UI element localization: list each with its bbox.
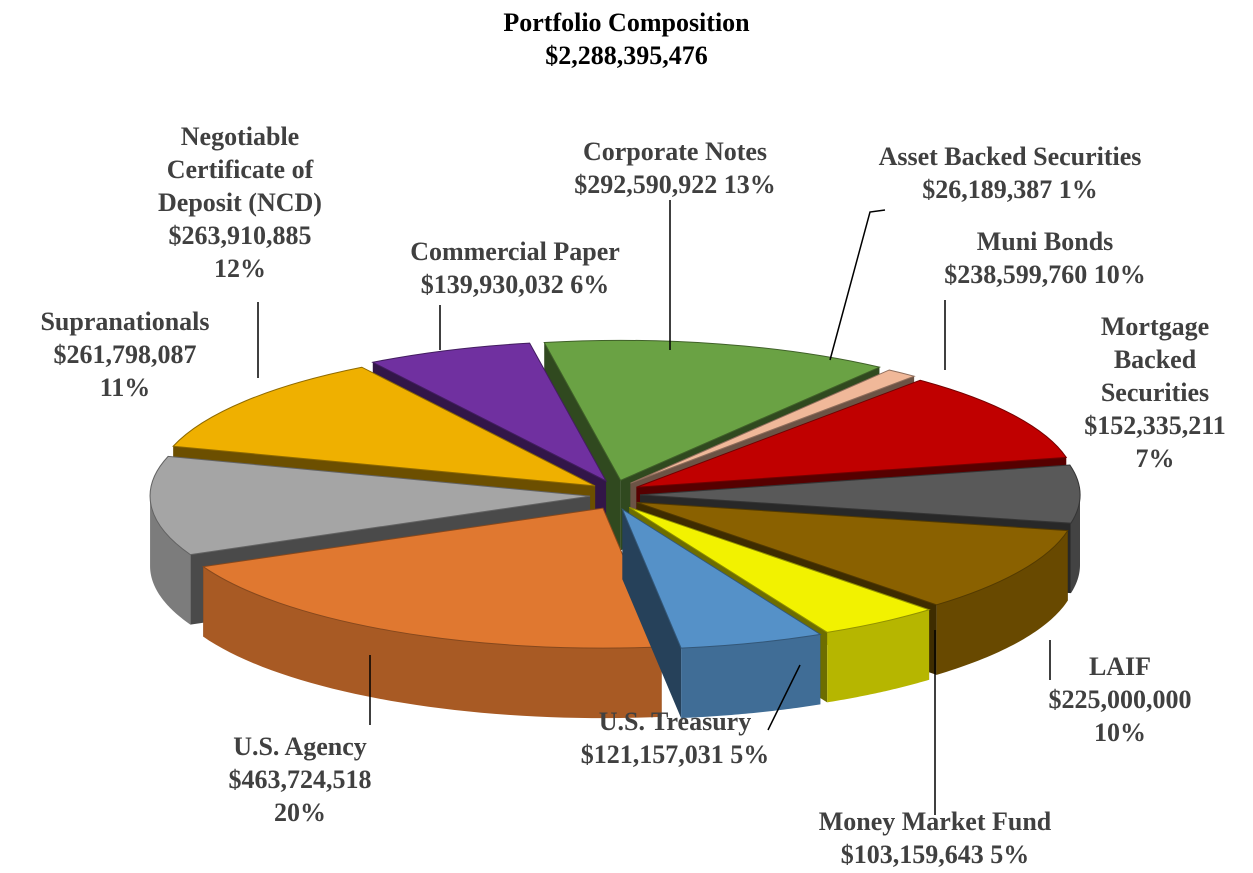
label-name: Supranationals [40, 307, 210, 336]
label-value: $139,930,032 [420, 270, 564, 299]
label-percent: 1% [1058, 175, 1098, 204]
slice [630, 369, 916, 484]
data-label: LAIF $225,000,000 10% [1030, 650, 1210, 749]
label-value: $26,189,387 [922, 175, 1053, 204]
data-label: Commercial Paper $139,930,032 6% [380, 235, 650, 301]
label-percent: 10% [1094, 718, 1146, 747]
slice [172, 366, 596, 487]
slice-wall [681, 634, 821, 719]
label-percent: 10% [1093, 260, 1146, 289]
label-name: Corporate Notes [582, 137, 768, 166]
label-value: $292,590,922 [574, 170, 718, 199]
slice [621, 508, 822, 649]
label-name: Commercial Paper [410, 237, 620, 266]
slice-side [622, 509, 682, 719]
slice-wall [150, 496, 191, 625]
label-value: $238,599,760 [944, 260, 1088, 289]
label-value: $152,335,211 [1084, 411, 1226, 440]
data-label: Negotiable Certificate of Deposit (NCD) $… [145, 120, 335, 285]
label-percent: 11% [99, 373, 151, 402]
chart-title-block: Portfolio Composition $2,288,395,476 [0, 6, 1253, 72]
label-name: Mortgage Backed Securities [1100, 312, 1210, 407]
label-percent: 6% [570, 270, 610, 299]
label-value: $225,000,000 [1048, 685, 1192, 714]
data-label: Supranationals $261,798,087 11% [30, 305, 220, 404]
slice [639, 464, 1081, 524]
label-percent: 7% [1135, 444, 1175, 473]
slice-wall [936, 530, 1068, 675]
data-label: Muni Bonds $238,599,760 10% [895, 225, 1195, 291]
label-name: Money Market Fund [818, 807, 1052, 836]
label-percent: 12% [214, 254, 266, 283]
slice-wall [203, 566, 662, 719]
data-label: Mortgage Backed Securities $152,335,211 7… [1065, 310, 1245, 475]
slice [543, 339, 882, 482]
slice [636, 379, 1068, 488]
chart-title: Portfolio Composition [503, 8, 750, 37]
label-name: U.S. Treasury [598, 707, 752, 736]
label-name: Muni Bonds [976, 227, 1114, 256]
label-value: $103,159,643 [840, 840, 984, 869]
slice-wall [827, 609, 930, 703]
data-label: Money Market Fund $103,159,643 5% [770, 805, 1100, 871]
slice [149, 455, 591, 556]
label-value: $121,157,031 [580, 740, 724, 769]
label-name: Asset Backed Securities [878, 142, 1142, 171]
slice [201, 507, 663, 649]
data-label: Asset Backed Securities $26,189,387 1% [845, 140, 1175, 206]
leader-line [767, 664, 801, 731]
chart-subtitle: $2,288,395,476 [545, 41, 708, 70]
label-percent: 20% [274, 798, 326, 827]
label-value: $263,910,885 [168, 221, 312, 250]
data-label: U.S. Treasury $121,157,031 5% [575, 705, 775, 771]
label-name: LAIF [1088, 652, 1152, 681]
slice [629, 506, 931, 633]
label-name: Negotiable Certificate of Deposit (NCD) [158, 122, 322, 217]
label-percent: 5% [730, 740, 770, 769]
data-label: U.S. Agency $463,724,518 20% [200, 730, 400, 829]
label-percent: 5% [990, 840, 1030, 869]
slice [636, 501, 1069, 606]
label-value: $261,798,087 [53, 340, 197, 369]
slice [371, 342, 608, 483]
label-name: U.S. Agency [233, 732, 367, 761]
label-value: $463,724,518 [228, 765, 372, 794]
leader-line [829, 209, 886, 361]
label-percent: 13% [723, 170, 776, 199]
data-label: Corporate Notes $292,590,922 13% [535, 135, 815, 201]
